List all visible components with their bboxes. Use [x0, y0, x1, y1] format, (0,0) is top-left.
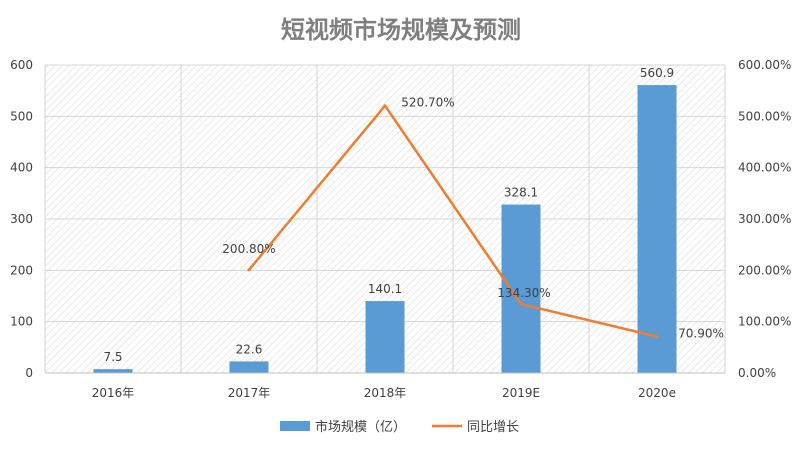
- y-right-tick-label: 300.00%: [738, 212, 791, 226]
- bar: [365, 301, 405, 373]
- line-point: [247, 268, 251, 272]
- legend-bar-swatch: [280, 421, 310, 431]
- data-labels: 7.5 22.6 140.1 328.1 560.9 200.80% 520.70% 134.…: [103, 66, 723, 364]
- x-tick-label: 2019E: [502, 386, 540, 400]
- line-point: [519, 302, 523, 306]
- line-value-label: 200.80%: [222, 242, 275, 256]
- bar-value-label: 328.1: [504, 186, 538, 200]
- y-left-tick-label: 600: [10, 58, 33, 72]
- y-left-tick-label: 100: [10, 315, 33, 329]
- line-series: [247, 104, 659, 339]
- bar: [501, 204, 541, 373]
- bar: [637, 85, 677, 373]
- y-right-tick-label: 100.00%: [738, 315, 791, 329]
- y-right-tick-label: 200.00%: [738, 263, 791, 277]
- y-right-tick-label: 0.00%: [738, 366, 776, 380]
- x-tick-label: 2016年: [92, 386, 135, 400]
- legend: 市场规模（亿） 同比增长: [280, 419, 519, 435]
- line-value-label: 70.90%: [678, 327, 724, 341]
- line-value-label: 520.70%: [401, 96, 454, 110]
- x-tick-label: 2018年: [364, 386, 407, 400]
- line-value-label: 134.30%: [497, 286, 550, 300]
- line-point: [383, 104, 387, 108]
- bar-value-label: 22.6: [236, 342, 263, 356]
- x-tick-label: 2017年: [228, 386, 271, 400]
- legend-bar-label: 市场规模（亿）: [315, 419, 406, 435]
- y-left-tick-label: 200: [10, 263, 33, 277]
- y-right-tick-label: 600.00%: [738, 58, 791, 72]
- y-left-tick-label: 500: [10, 109, 33, 123]
- x-tick-label: 2020e: [638, 386, 676, 400]
- line-point: [655, 335, 659, 339]
- axes: 0 0.00% 100 100.00% 200 200.00% 300 300.00% 400 4…: [10, 58, 791, 400]
- bar-value-label: 140.1: [368, 282, 402, 296]
- y-right-tick-label: 500.00%: [738, 109, 791, 123]
- bar-series: [93, 85, 677, 373]
- y-left-tick-label: 400: [10, 161, 33, 175]
- bar: [229, 361, 269, 373]
- growth-line: [248, 104, 658, 338]
- legend-line-label: 同比增长: [467, 420, 519, 435]
- bar: [93, 369, 133, 373]
- chart-title: 短视频市场规模及预测: [281, 15, 521, 44]
- bar-value-label: 560.9: [640, 66, 674, 80]
- y-left-tick-label: 300: [10, 212, 33, 226]
- y-right-tick-label: 400.00%: [738, 161, 791, 175]
- y-left-tick-label: 0: [25, 366, 33, 380]
- bar-value-label: 7.5: [103, 350, 122, 364]
